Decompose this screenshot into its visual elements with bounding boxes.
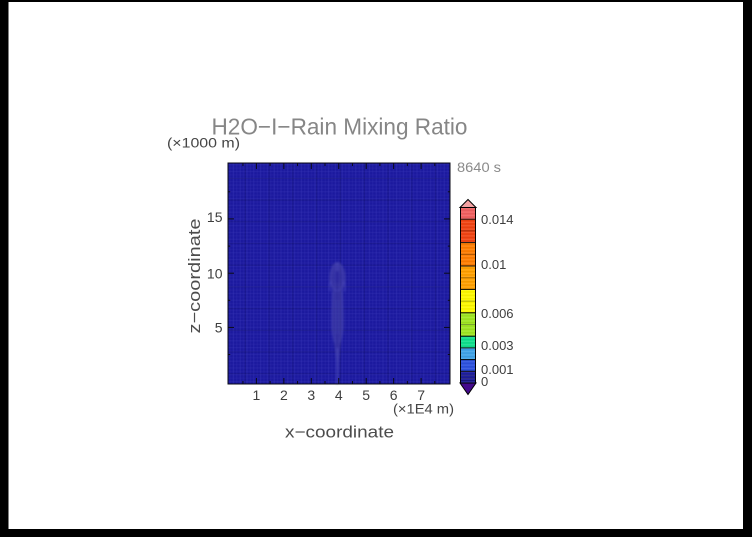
svg-text:0.003: 0.003 bbox=[481, 338, 514, 353]
svg-text:H2O−I−Rain Mixing Ratio: H2O−I−Rain Mixing Ratio bbox=[212, 114, 468, 140]
svg-text:5: 5 bbox=[215, 320, 223, 336]
svg-text:z−coordinate: z−coordinate bbox=[186, 219, 204, 334]
svg-text:15: 15 bbox=[207, 209, 223, 225]
svg-text:(×1E4 m): (×1E4 m) bbox=[393, 402, 454, 417]
svg-text:8640 s: 8640 s bbox=[457, 160, 501, 175]
svg-text:6: 6 bbox=[390, 387, 398, 403]
svg-text:x−coordinate: x−coordinate bbox=[285, 424, 394, 442]
svg-text:0.014: 0.014 bbox=[481, 212, 514, 227]
svg-text:0: 0 bbox=[481, 374, 488, 389]
svg-text:7: 7 bbox=[417, 387, 425, 403]
svg-text:4: 4 bbox=[335, 387, 343, 403]
svg-text:0.001: 0.001 bbox=[481, 362, 514, 377]
svg-text:10: 10 bbox=[207, 265, 223, 281]
svg-text:0.006: 0.006 bbox=[481, 306, 514, 321]
svg-text:3: 3 bbox=[307, 387, 315, 403]
svg-text:0.01: 0.01 bbox=[481, 257, 506, 272]
svg-text:5: 5 bbox=[362, 387, 370, 403]
svg-text:2: 2 bbox=[280, 387, 288, 403]
svg-text:(×1000 m): (×1000 m) bbox=[167, 136, 240, 151]
svg-text:1: 1 bbox=[253, 387, 261, 403]
